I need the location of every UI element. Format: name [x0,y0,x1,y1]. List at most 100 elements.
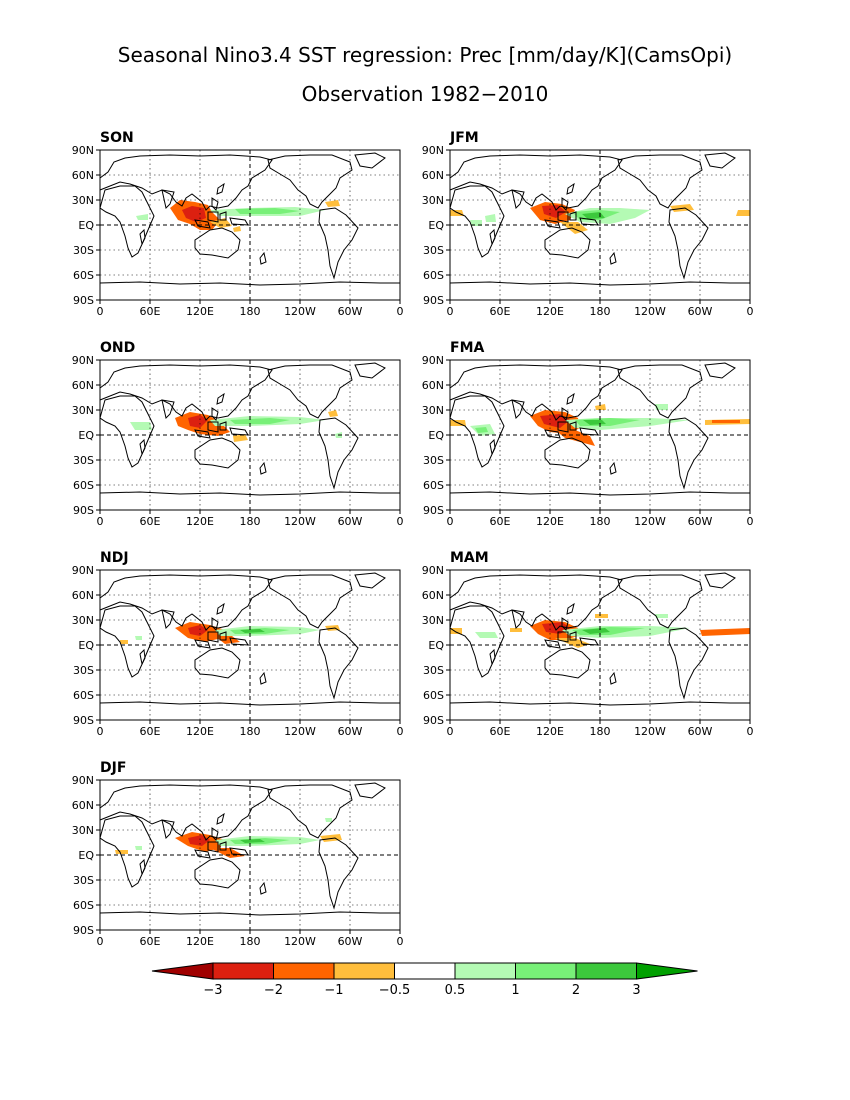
colorbar-tick-label: −0.5 [379,983,411,998]
lon-tick-label: 60W [688,725,713,738]
lat-tick-label: 60S [73,479,94,492]
lon-tick-label: 180 [240,725,261,738]
panel-label-fma: FMA [450,340,484,356]
colorbar-tick-label: 1 [511,983,519,998]
lat-tick-label: 30S [423,664,444,677]
lon-tick-label: 120E [536,305,564,318]
lat-tick-label: EQ [428,639,444,652]
lat-tick-label: 30N [72,194,94,207]
lat-tick-label: 60S [423,689,444,702]
lon-tick-label: 0 [397,515,404,528]
lon-tick-label: 0 [447,725,454,738]
map-panel-jfm: JFM 0 60E 120E 180 120W 60W 0 90N 60N 30N EQ 30S 60S 9… [422,130,754,318]
lon-tick-label: 180 [590,515,611,528]
lat-tick-label: 60S [73,269,94,282]
colorbar-tick-label: 2 [572,983,580,998]
lon-tick-label: 60W [338,305,363,318]
map-panel-mam: MAM 0 60E 120E 180 120W 60W 0 90N 60N 30N EQ 30S 60S 9… [422,550,754,738]
lat-tick-label: 30S [73,874,94,887]
lat-tick-label: 90S [423,714,444,727]
colorbar-tick-label: −3 [203,983,222,998]
lon-tick-label: 60E [140,935,161,948]
lat-tick-label: 60S [423,479,444,492]
lat-tick-label: EQ [78,219,94,232]
lon-tick-label: 180 [240,515,261,528]
figure-title: Seasonal Nino3.4 SST regression: Prec [m… [118,43,732,67]
lat-tick-label: 30N [422,614,444,627]
map-panel-djf: DJF 0 60E 120E 180 120W 60W 0 90N 60N 30N EQ 30S 60S 9… [72,760,404,948]
lon-tick-label: 60W [338,515,363,528]
lat-tick-label: 60N [72,799,94,812]
lat-tick-label: 90S [73,714,94,727]
colorbar-tick-label: 0.5 [445,983,466,998]
lon-tick-label: 120W [634,515,666,528]
lat-tick-label: 90S [423,294,444,307]
colorbar-segment [394,962,456,980]
colorbar-segment [454,962,516,980]
lon-tick-label: 0 [97,305,104,318]
lon-tick-label: 0 [747,725,754,738]
lon-tick-label: 0 [397,725,404,738]
lat-tick-label: 90S [73,294,94,307]
lon-tick-label: 120W [284,935,316,948]
lon-tick-label: 0 [97,515,104,528]
lon-tick-label: 120E [186,725,214,738]
lat-tick-label: EQ [78,429,94,442]
colorbar-segment [212,962,274,980]
colorbar-segment [515,962,577,980]
lat-tick-label: 30N [72,404,94,417]
lon-tick-label: 60W [338,725,363,738]
lat-tick-label: 60S [73,899,94,912]
lon-tick-label: 60W [688,515,713,528]
lat-tick-label: 30S [73,454,94,467]
lat-tick-label: EQ [78,849,94,862]
lat-tick-label: 30N [422,404,444,417]
lat-tick-label: 30N [72,824,94,837]
lat-tick-label: 90S [73,504,94,517]
lon-tick-label: 60W [688,305,713,318]
lon-tick-label: 120E [186,935,214,948]
panel-label-son: SON [100,130,134,146]
colorbar-low-arrow [151,962,214,980]
figure-subtitle: Observation 1982−2010 [302,82,549,106]
lat-tick-label: 60N [422,169,444,182]
map-panels: SON 0 60E 120E 180 120W 60W 0 90N 60N 30N EQ 30S 60S 9… [72,130,754,948]
lon-tick-label: 60E [140,515,161,528]
panel-label-mam: MAM [450,550,489,566]
lat-tick-label: 90N [72,564,94,577]
panel-label-djf: DJF [100,760,126,776]
lon-tick-label: 120E [536,725,564,738]
lon-tick-label: 60E [490,515,511,528]
colorbar-segment [575,962,637,980]
lon-tick-label: 0 [97,725,104,738]
lon-tick-label: 60E [140,305,161,318]
lat-tick-label: 90N [72,144,94,157]
lat-tick-label: 60N [422,379,444,392]
lon-tick-label: 120E [536,515,564,528]
lat-tick-label: 30S [73,664,94,677]
lon-tick-label: 60E [490,725,511,738]
lon-tick-label: 180 [590,305,611,318]
lon-tick-label: 0 [447,305,454,318]
lon-tick-label: 120E [186,305,214,318]
colorbar-tick-label: −2 [264,983,283,998]
lat-tick-label: 60N [422,589,444,602]
lon-tick-label: 120W [634,725,666,738]
map-panel-son: SON 0 60E 120E 180 120W 60W 0 90N 60N 30N EQ 30S 60S 9… [72,130,404,318]
lon-tick-label: 120E [186,515,214,528]
lon-tick-label: 0 [747,305,754,318]
lat-tick-label: 30N [72,614,94,627]
colorbar-high-arrow [636,962,698,980]
lat-tick-label: 60N [72,169,94,182]
lat-tick-label: EQ [428,219,444,232]
map-panel-ond: OND 0 60E 120E 180 120W 60W 0 90N 60N 30N EQ 30S 60S 9… [72,340,404,528]
lon-tick-label: 120W [284,515,316,528]
lat-tick-label: 90N [72,354,94,367]
lon-tick-label: 120W [284,725,316,738]
lon-tick-label: 0 [747,515,754,528]
lat-tick-label: 30S [423,454,444,467]
lat-tick-label: 60S [423,269,444,282]
lat-tick-label: 90S [73,924,94,937]
lat-tick-label: 90N [422,354,444,367]
